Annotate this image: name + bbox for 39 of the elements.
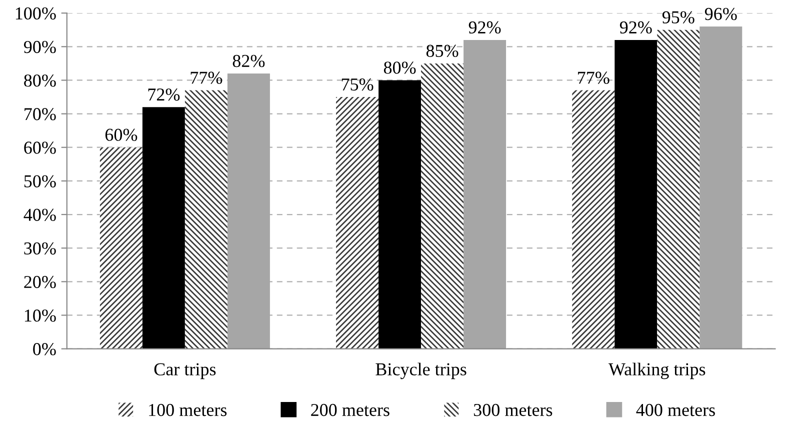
bar [142, 107, 185, 349]
y-tick-label: 100% [16, 7, 56, 20]
y-tick-label: 30% [24, 242, 56, 255]
bar [614, 40, 658, 349]
text: 75% [342, 78, 374, 91]
text: 92% [620, 21, 652, 34]
text: 60% [105, 128, 138, 141]
y-tick-label: 50% [24, 175, 56, 188]
x-tick-label: Bicycle trips [376, 362, 466, 380]
legend-label: 400 meters [636, 404, 715, 416]
y-tick-label: 60% [24, 142, 56, 154]
text: 77% [578, 72, 610, 84]
bar [421, 63, 464, 349]
y-tick-label: 0% [33, 343, 56, 356]
legend-label: 100 meters [149, 404, 227, 416]
text: 92% [468, 21, 501, 34]
text: 96% [704, 8, 737, 20]
y-tick-label: 40% [24, 208, 56, 222]
bar [100, 147, 142, 349]
bar [378, 80, 422, 349]
text: 77% [190, 72, 222, 84]
bar [572, 90, 615, 349]
text: 80% [384, 62, 416, 74]
text: 82% [232, 54, 265, 68]
bar [336, 97, 379, 349]
bar [184, 90, 228, 349]
y-tick-label: 10% [24, 309, 56, 322]
y-tick-label: 90% [24, 40, 56, 54]
bar [657, 30, 700, 349]
y-tick-label: 20% [24, 276, 56, 288]
text: 85% [426, 44, 458, 58]
legend-label: 200 meters [311, 404, 390, 416]
y-tick-label: 80% [24, 74, 56, 87]
text: 95% [662, 11, 694, 24]
y-tick-label: 70% [24, 108, 56, 120]
text: 72% [148, 88, 180, 101]
x-tick-label: Walking trips [608, 362, 706, 380]
legend-label: 300 meters [474, 404, 552, 416]
x-tick-label: Car trips [154, 363, 216, 380]
